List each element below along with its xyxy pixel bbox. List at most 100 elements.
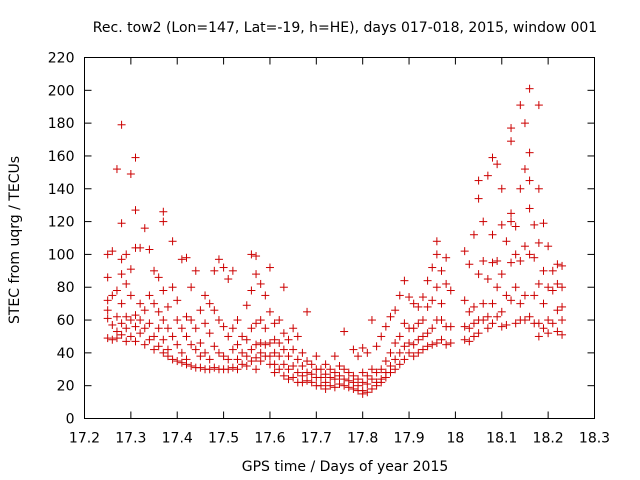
data-point bbox=[340, 365, 349, 374]
data-point bbox=[483, 275, 492, 284]
data-point bbox=[252, 319, 261, 328]
data-point bbox=[182, 312, 191, 321]
data-point bbox=[103, 306, 112, 315]
data-point bbox=[103, 250, 112, 259]
data-point bbox=[316, 365, 325, 374]
data-point bbox=[224, 355, 233, 364]
x-tick-label: 17.8 bbox=[347, 431, 378, 447]
data-point bbox=[279, 371, 288, 380]
y-tick-label: 140 bbox=[48, 182, 75, 198]
data-point bbox=[228, 266, 237, 275]
data-point bbox=[428, 263, 437, 272]
data-point bbox=[474, 270, 483, 279]
data-point bbox=[321, 360, 330, 369]
data-point bbox=[261, 291, 270, 300]
data-point bbox=[275, 316, 284, 325]
data-point bbox=[469, 319, 478, 328]
data-point bbox=[196, 352, 205, 361]
data-point bbox=[159, 286, 168, 295]
data-point bbox=[335, 380, 344, 389]
data-point bbox=[414, 302, 423, 311]
data-point bbox=[289, 361, 298, 370]
data-point bbox=[432, 237, 441, 246]
data-point bbox=[303, 357, 312, 366]
data-point bbox=[460, 322, 469, 331]
data-point bbox=[214, 348, 223, 357]
data-point bbox=[187, 283, 196, 292]
data-point bbox=[191, 324, 200, 333]
data-point bbox=[516, 256, 525, 265]
data-point bbox=[548, 286, 557, 295]
data-point bbox=[558, 261, 567, 270]
data-point bbox=[159, 335, 168, 344]
data-point bbox=[182, 253, 191, 262]
data-point bbox=[497, 220, 506, 229]
data-point bbox=[418, 332, 427, 341]
data-point bbox=[136, 316, 145, 325]
data-point bbox=[516, 299, 525, 308]
data-point bbox=[363, 388, 372, 397]
data-point bbox=[205, 329, 214, 338]
data-point bbox=[224, 332, 233, 341]
data-point bbox=[358, 389, 367, 398]
data-point bbox=[442, 279, 451, 288]
data-point bbox=[391, 339, 400, 348]
data-point bbox=[386, 312, 395, 321]
data-point bbox=[558, 283, 567, 292]
data-point bbox=[140, 324, 149, 333]
data-point bbox=[265, 263, 274, 272]
data-point bbox=[423, 276, 432, 285]
data-point bbox=[187, 316, 196, 325]
data-point bbox=[131, 153, 140, 162]
data-point bbox=[530, 220, 539, 229]
data-point bbox=[256, 316, 265, 325]
data-point bbox=[117, 270, 126, 279]
data-point bbox=[108, 335, 117, 344]
x-tick-label: 18.2 bbox=[533, 431, 564, 447]
data-point bbox=[502, 237, 511, 246]
data-point bbox=[488, 230, 497, 239]
data-point bbox=[242, 361, 251, 370]
data-point bbox=[131, 206, 140, 215]
data-point bbox=[507, 258, 516, 267]
data-point bbox=[460, 296, 469, 305]
data-point bbox=[520, 119, 529, 128]
data-point bbox=[372, 381, 381, 390]
data-point bbox=[409, 299, 418, 308]
data-point bbox=[150, 266, 159, 275]
data-point bbox=[228, 363, 237, 372]
x-tick-label: 17.9 bbox=[393, 431, 424, 447]
data-point bbox=[219, 322, 228, 331]
x-tick-label: 17.7 bbox=[301, 431, 332, 447]
data-point bbox=[539, 266, 548, 275]
data-point bbox=[511, 283, 520, 292]
data-point bbox=[432, 283, 441, 292]
data-point bbox=[391, 306, 400, 315]
data-point bbox=[131, 322, 140, 331]
data-point bbox=[117, 120, 126, 129]
data-point bbox=[205, 299, 214, 308]
data-point bbox=[312, 352, 321, 361]
data-point bbox=[525, 176, 534, 185]
data-point bbox=[108, 320, 117, 329]
data-point bbox=[474, 194, 483, 203]
x-tick-label: 17.6 bbox=[254, 431, 285, 447]
data-point bbox=[173, 316, 182, 325]
data-point bbox=[293, 368, 302, 377]
data-point bbox=[488, 299, 497, 308]
data-point bbox=[534, 238, 543, 247]
data-point bbox=[145, 291, 154, 300]
data-point bbox=[154, 273, 163, 282]
data-point bbox=[233, 340, 242, 349]
data-point bbox=[558, 302, 567, 311]
data-point bbox=[214, 255, 223, 264]
data-point bbox=[335, 371, 344, 380]
data-point bbox=[460, 247, 469, 256]
data-point bbox=[307, 360, 316, 369]
data-point bbox=[483, 312, 492, 321]
data-point bbox=[349, 345, 358, 354]
data-point bbox=[321, 384, 330, 393]
data-point bbox=[372, 368, 381, 377]
data-point bbox=[256, 339, 265, 348]
data-point bbox=[275, 352, 284, 361]
